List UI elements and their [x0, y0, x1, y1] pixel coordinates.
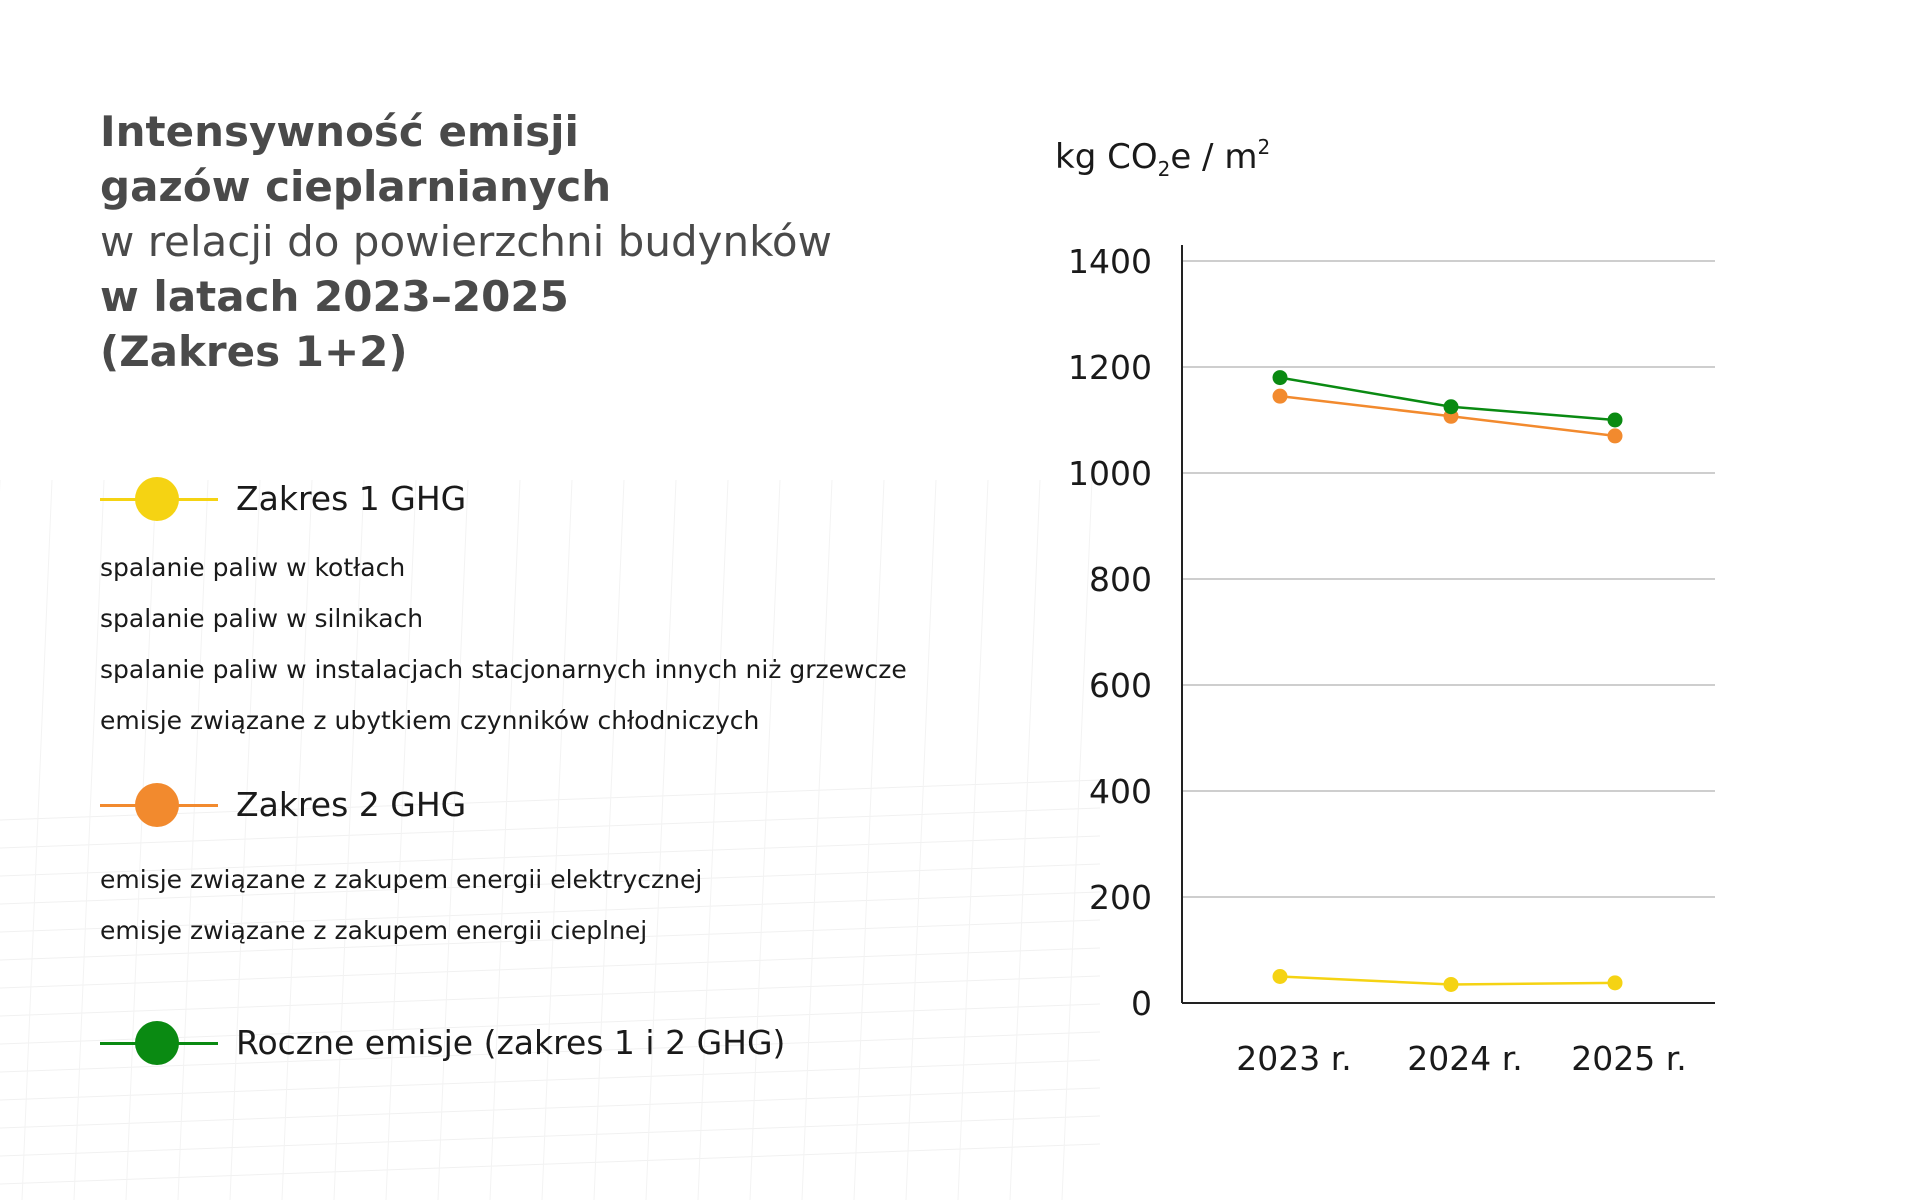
- data-point: [1272, 969, 1288, 984]
- scope1-item: spalanie paliw w instalacjach stacjonarn…: [100, 655, 907, 684]
- scope1-description-list: spalanie paliw w kotłach spalanie paliw …: [100, 542, 907, 746]
- legend-total-label: Roczne emisje (zakres 1 i 2 GHG): [236, 1023, 786, 1062]
- legend-scope1-marker: [135, 477, 179, 521]
- scope2-item: emisje związane z zakupem energii ciepln…: [100, 916, 648, 945]
- scope2-description-list: emisje związane z zakupem energii elektr…: [100, 854, 702, 956]
- y-tick-label: 800: [1089, 560, 1152, 599]
- legend-total-marker: [135, 1021, 179, 1065]
- chart-heading: Intensywność emisji gazów cieplarnianych…: [100, 104, 832, 379]
- series-total: [1272, 370, 1623, 428]
- x-tick-label: 2024 r.: [1407, 1039, 1523, 1078]
- legend-scope1-label: Zakres 1 GHG: [236, 479, 467, 518]
- heading-line-4: w latach 2023–2025: [100, 272, 569, 321]
- heading-line-2: gazów cieplarnianych: [100, 162, 612, 211]
- legend-scope2-marker: [135, 783, 179, 827]
- y-tick-label: 1200: [1068, 348, 1152, 387]
- data-point: [1607, 412, 1623, 428]
- y-tick-label: 1400: [1068, 242, 1152, 281]
- axes: [1181, 245, 1715, 1004]
- series-scope1: [1272, 969, 1623, 992]
- data-point: [1607, 975, 1623, 991]
- scope1-item: spalanie paliw w kotłach: [100, 553, 406, 582]
- y-tick-label: 1000: [1068, 454, 1152, 493]
- scope1-item: spalanie paliw w silnikach: [100, 604, 424, 633]
- y-axis-unit-label: kg CO2e / m2: [1055, 135, 1270, 181]
- x-tick-labels: 2023 r. 2024 r. 2025 r.: [1236, 1039, 1687, 1078]
- heading-line-3: w relacji do powierzchni budynków: [100, 217, 832, 266]
- y-tick-label: 600: [1089, 666, 1152, 705]
- data-point: [1272, 388, 1288, 404]
- scope1-item: emisje związane z ubytkiem czynników chł…: [100, 706, 760, 735]
- y-tick-label: 400: [1089, 772, 1152, 811]
- y-unit-part: kg CO: [1055, 137, 1158, 177]
- y-tick-label: 200: [1089, 878, 1152, 917]
- data-point: [1443, 976, 1459, 992]
- data-point: [1272, 370, 1288, 386]
- scope2-item: emisje związane z zakupem energii elektr…: [100, 865, 703, 894]
- heading-line-1: Intensywność emisji: [100, 107, 579, 156]
- gridlines: [1182, 260, 1715, 898]
- y-tick-label: 0: [1131, 984, 1152, 1023]
- data-point: [1607, 428, 1623, 444]
- legend-scope2-label: Zakres 2 GHG: [236, 785, 467, 824]
- y-unit-part: e / m: [1170, 137, 1257, 177]
- x-tick-label: 2025 r.: [1571, 1039, 1687, 1078]
- heading-line-5: (Zakres 1+2): [100, 327, 408, 376]
- x-tick-label: 2023 r.: [1236, 1039, 1352, 1078]
- y-unit-superscript: 2: [1257, 135, 1270, 159]
- data-point: [1443, 399, 1459, 415]
- series-group: [1272, 370, 1623, 992]
- y-unit-subscript: 2: [1158, 157, 1171, 181]
- y-tick-labels: 0 200 400 600 800 1000 1200 1400: [1068, 242, 1152, 1023]
